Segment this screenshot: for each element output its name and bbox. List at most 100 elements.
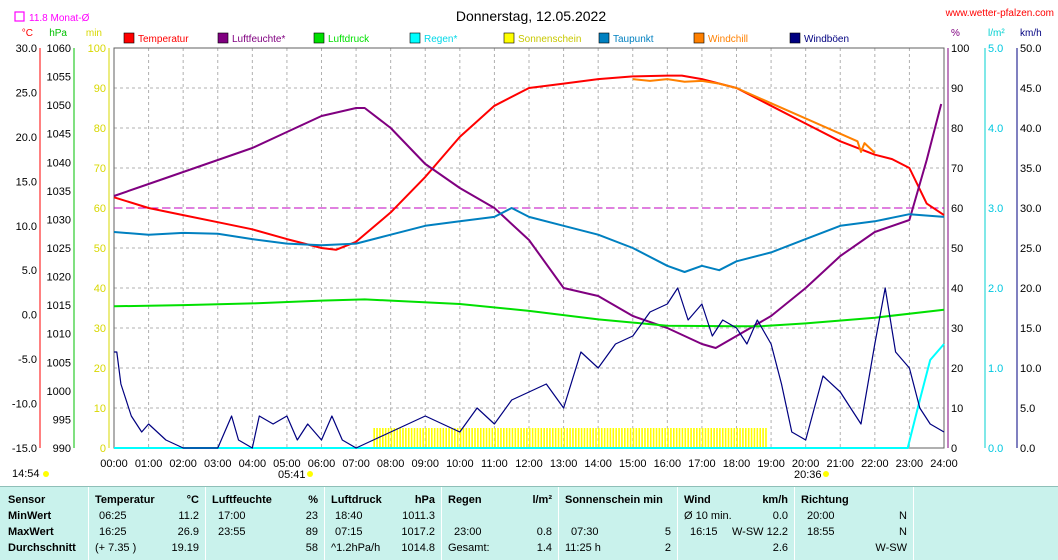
sunshine-bar: [716, 428, 718, 448]
series-regen: [114, 343, 945, 449]
sunshine-bar: [560, 428, 563, 448]
richtung-min-time: 20:00: [807, 510, 835, 522]
legend-swatch: [693, 32, 705, 44]
axes-group: 00:00 01:00 02:00 03:00 04:00 05:00 06:00 07:00…: [12, 28, 1042, 470]
x-tick-label: 01:00: [135, 458, 163, 470]
sunshine-bar: [390, 428, 393, 448]
sunshine-bar: [563, 428, 566, 448]
legend-swatch: [313, 32, 325, 44]
legend-label: Temperatur: [138, 34, 189, 45]
richtung-max-time: 18:55: [807, 526, 835, 538]
sunshine-bar: [503, 428, 505, 448]
sunshine-bar: [577, 428, 580, 448]
col-luftfeuchte: Luftfeuchte % 17:00 23 23:55 89 58: [206, 487, 325, 560]
sunshine-bar: [459, 428, 462, 448]
hpa-tick-label: 1050: [47, 100, 71, 112]
sunshine-bar: [393, 428, 396, 448]
sunshine-bar: [416, 428, 419, 448]
site-link[interactable]: www.wetter-pfalzen.com: [945, 8, 1054, 19]
sunshine-bar: [658, 428, 661, 448]
wind-avg10-label: Ø 10 min.: [684, 510, 732, 522]
richtung-avg-value: W-SW: [875, 542, 907, 554]
pct-tick-label: 90: [951, 83, 963, 95]
sunshine-bar: [442, 428, 445, 448]
min-tick-label: 30: [94, 323, 106, 335]
series-luftfeuchte: [113, 103, 943, 349]
plot-grid: [113, 47, 945, 449]
sunshine-bar: [433, 428, 436, 448]
regen-header: Regen: [448, 494, 482, 506]
sunshine-bar: [647, 428, 649, 448]
temperatur-header: Temperatur: [95, 494, 155, 506]
sunshine-bar: [589, 428, 592, 448]
min-tick-label: 40: [94, 283, 106, 295]
sunshine-bar: [540, 428, 543, 448]
hpa-tick-label: 1060: [47, 43, 71, 55]
rain-tick-label: 1.0: [988, 363, 1003, 375]
pct-unit-label: %: [951, 28, 960, 39]
x-tick-label: 07:00: [342, 458, 370, 470]
min-tick-label: 80: [94, 123, 106, 135]
sunshine-bar: [474, 428, 476, 448]
sunshine-bar: [744, 428, 747, 448]
wind-tick-label: 20.0: [1020, 283, 1041, 295]
time-markers: 14:54 05:41 20:36: [12, 468, 829, 481]
temp-tick-label: 15.0: [16, 176, 37, 188]
richtung-min-value: N: [899, 510, 907, 522]
row-label-min: MinWert: [8, 510, 52, 522]
min-tick-label: 100: [88, 43, 106, 55]
sunshine-bar: [572, 428, 574, 448]
hpa-tick-label: 990: [53, 443, 71, 455]
sunshine-bar: [598, 428, 600, 448]
luftdruck-min-time: 18:40: [335, 510, 363, 522]
sunshine-bar: [721, 428, 724, 448]
sunshine-bar: [707, 428, 710, 448]
sunshine-bar: [713, 428, 715, 448]
sunshine-bar: [750, 428, 753, 448]
x-tick-label: 17:00: [688, 458, 716, 470]
temp-tick-label: 30.0: [16, 43, 37, 55]
sunshine-bar: [537, 428, 540, 448]
series-luftdruck: [113, 298, 945, 328]
sunshine-bar: [681, 428, 684, 448]
sunshine-bar: [436, 428, 439, 448]
sunshine-bar: [586, 428, 589, 448]
sunshine-bar: [494, 428, 496, 448]
min-tick-label: 90: [94, 83, 106, 95]
sunshine-bar: [742, 428, 744, 448]
sunshine-bar: [551, 428, 554, 448]
sunshine-bar: [606, 428, 609, 448]
sunshine-bar: [419, 428, 422, 448]
col-luftdruck: Luftdruck hPa 18:40 1011.3 07:15 1017.2 …: [325, 487, 442, 560]
sensor-header: Sensor: [8, 494, 46, 506]
sunshine-bar: [635, 428, 638, 448]
pct-tick-label: 50: [951, 243, 963, 255]
sunshine-bar: [667, 428, 669, 448]
temp-tick-label: 0.0: [22, 310, 37, 322]
pct-tick-label: 10: [951, 403, 963, 415]
luftfeuchte-unit: %: [308, 494, 318, 506]
sunshine-bar: [471, 428, 473, 448]
wind-tick-label: 0.0: [1020, 443, 1035, 455]
sunshine-bar: [621, 428, 623, 448]
sunshine-bar: [482, 428, 485, 448]
min-tick-label: 50: [94, 243, 106, 255]
legend: Temperatur Luftfeuchte* Luftdruck Regen* Son…: [123, 32, 849, 45]
monthavg-label: 11.8 Monat-Ø: [29, 13, 90, 24]
legend-swatch: [217, 32, 229, 44]
sunshine-bar: [675, 428, 678, 448]
sunshine-bar: [644, 428, 646, 448]
sunshine-bar: [454, 428, 456, 448]
sunrise-icon: [307, 471, 313, 477]
sunshine-bar: [632, 428, 635, 448]
series-temperatur: [113, 74, 945, 251]
x-tick-label: 02:00: [169, 458, 197, 470]
sunset-icon: [823, 471, 829, 477]
sunshine-bar: [479, 428, 482, 448]
x-tick-label: 10:00: [446, 458, 474, 470]
sunshine-bar: [531, 428, 534, 448]
temperatur-max-time: 16:25: [99, 526, 127, 538]
sunshine-bar: [583, 428, 586, 448]
wind-tick-label: 45.0: [1020, 83, 1041, 95]
sunshine-bar: [687, 428, 689, 448]
